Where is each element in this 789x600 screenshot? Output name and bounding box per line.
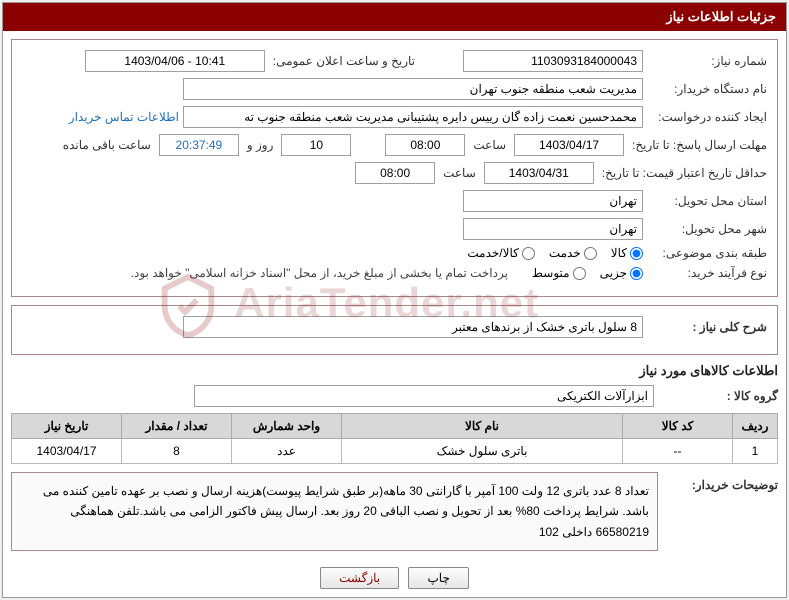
category-radios: کالا خدمت کالا/خدمت <box>467 246 643 260</box>
city-field[interactable] <box>463 218 643 240</box>
th-qty: تعداد / مقدار <box>122 414 232 439</box>
radio-partial[interactable]: جزیی <box>600 266 643 280</box>
form-section-1: شماره نیاز: تاریخ و ساعت اعلان عمومی: نا… <box>11 39 778 297</box>
panel-title: جزئیات اطلاعات نیاز <box>3 3 786 31</box>
announce-label: تاریخ و ساعت اعلان عمومی: <box>269 54 419 68</box>
back-button[interactable]: بازگشت <box>320 567 399 589</box>
province-label: استان محل تحویل: <box>647 194 767 208</box>
items-table: ردیف کد کالا نام کالا واحد شمارش تعداد /… <box>11 413 778 464</box>
button-row: چاپ بازگشت <box>3 559 786 597</box>
remaining-label: ساعت باقی مانده <box>59 138 155 152</box>
process-note: پرداخت تمام یا بخشی از مبلغ خرید، از محل… <box>131 266 508 280</box>
deadline-time-label: ساعت <box>469 138 510 152</box>
deadline-label: مهلت ارسال پاسخ: تا تاریخ: <box>628 138 767 152</box>
validity-time[interactable] <box>355 162 435 184</box>
validity-time-label: ساعت <box>439 166 480 180</box>
cell-name: باتری سلول خشک <box>342 439 623 464</box>
process-label: نوع فرآیند خرید: <box>647 266 767 280</box>
radio-goods[interactable]: کالا <box>611 246 643 260</box>
panel-content: AriaTender.net شماره نیاز: تاریخ و ساعت … <box>3 31 786 559</box>
creator-label: ایجاد کننده درخواست: <box>647 110 767 124</box>
process-radios: جزیی متوسط <box>532 266 643 280</box>
deadline-date[interactable] <box>514 134 624 156</box>
days-label: روز و <box>243 138 278 152</box>
print-button[interactable]: چاپ <box>408 567 468 589</box>
table-row[interactable]: 1 -- باتری سلول خشک عدد 8 1403/04/17 <box>12 439 778 464</box>
summary-label: شرح کلی نیاز : <box>647 320 767 334</box>
announce-field[interactable] <box>85 50 265 72</box>
category-label: طبقه بندی موضوعی: <box>647 246 767 260</box>
days-field[interactable] <box>281 134 351 156</box>
contact-link[interactable]: اطلاعات تماس خریدار <box>69 110 179 124</box>
description-row: توضیحات خریدار: تعداد 8 عدد باتری 12 ولت… <box>11 472 778 551</box>
th-date: تاریخ نیاز <box>12 414 122 439</box>
cell-unit: عدد <box>232 439 342 464</box>
summary-section: شرح کلی نیاز : <box>11 305 778 355</box>
cell-qty: 8 <box>122 439 232 464</box>
main-panel: جزئیات اطلاعات نیاز AriaTender.net شماره… <box>2 2 787 598</box>
countdown-field[interactable] <box>159 134 239 156</box>
group-field[interactable] <box>194 385 654 407</box>
table-header-row: ردیف کد کالا نام کالا واحد شمارش تعداد /… <box>12 414 778 439</box>
th-unit: واحد شمارش <box>232 414 342 439</box>
group-label: گروه کالا : <box>658 389 778 403</box>
cell-date: 1403/04/17 <box>12 439 122 464</box>
th-row: ردیف <box>733 414 778 439</box>
th-name: نام کالا <box>342 414 623 439</box>
buyer-label: نام دستگاه خریدار: <box>647 82 767 96</box>
desc-label: توضیحات خریدار: <box>658 472 778 492</box>
items-title: اطلاعات کالاهای مورد نیاز <box>11 363 778 379</box>
deadline-time[interactable] <box>385 134 465 156</box>
radio-service[interactable]: خدمت <box>549 246 597 260</box>
need-no-field[interactable] <box>463 50 643 72</box>
summary-field[interactable] <box>183 316 643 338</box>
th-code: کد کالا <box>623 414 733 439</box>
desc-text: تعداد 8 عدد باتری 12 ولت 100 آمپر با گار… <box>11 472 658 551</box>
validity-date[interactable] <box>484 162 594 184</box>
cell-row: 1 <box>733 439 778 464</box>
province-field[interactable] <box>463 190 643 212</box>
need-no-label: شماره نیاز: <box>647 54 767 68</box>
radio-medium[interactable]: متوسط <box>532 266 586 280</box>
radio-goods-service[interactable]: کالا/خدمت <box>467 246 534 260</box>
cell-code: -- <box>623 439 733 464</box>
validity-label: حداقل تاریخ اعتبار قیمت: تا تاریخ: <box>598 166 767 180</box>
creator-field[interactable] <box>183 106 643 128</box>
city-label: شهر محل تحویل: <box>647 222 767 236</box>
buyer-field[interactable] <box>183 78 643 100</box>
